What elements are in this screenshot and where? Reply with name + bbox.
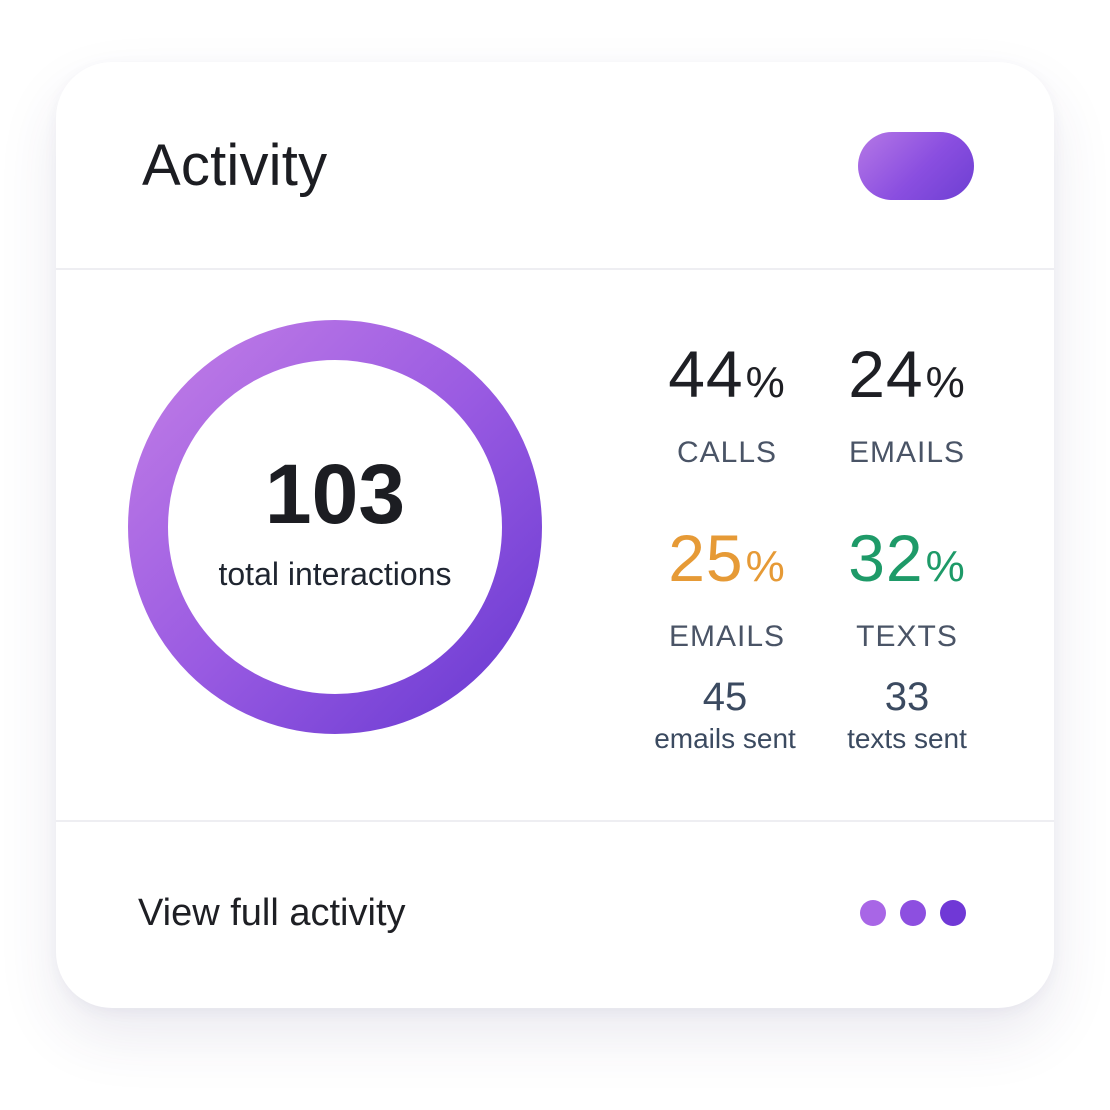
toggle-pill-button[interactable] [858,132,974,200]
header-divider [56,268,1054,270]
activity-card: Activity 103 total interactions 44% CALL… [56,62,1054,1008]
stat-emails-value: 24 [848,337,924,411]
stat-calls-label: CALLS [676,436,778,469]
total-interactions-ring: 103 total interactions [128,320,542,734]
card-title: Activity [142,133,328,198]
view-full-activity-link[interactable]: View full activity [138,892,406,934]
percent-sign: % [745,542,786,591]
dot-2 [900,900,926,926]
stat-calls: 44% CALLS [622,336,832,471]
stat-texts-percent: 32% [802,520,1012,605]
stat-emails-secondary-label: EMAILS [668,620,786,653]
total-interactions-label: total interactions [218,556,452,592]
texts-sent-label: texts sent [847,723,967,754]
stat-emails-secondary-value: 25 [668,521,744,595]
card-header: Activity [56,62,1054,268]
stat-emails-secondary-percent: 25% [622,520,832,605]
emails-sent-count: 45 [702,675,748,719]
stat-emails-label: EMAILS [848,436,966,469]
stat-emails-percent: 24% [802,336,1012,421]
stat-emails-secondary: 25% EMAILS [622,520,832,655]
ring-graphic [128,320,542,734]
stat-texts-value: 32 [848,521,924,595]
more-dots-icon[interactable] [860,900,966,926]
stat-calls-percent: 44% [622,336,832,421]
texts-sent-count: 33 [884,675,930,719]
stat-texts-label: TEXTS [856,620,958,653]
percent-sign: % [925,542,966,591]
stat-texts: 32% TEXTS [802,520,1012,655]
emails-sent-label: emails sent [654,723,796,754]
texts-sent-detail: 33 texts sent [802,674,1012,756]
percent-sign: % [925,358,966,407]
dot-1 [860,900,886,926]
ring-track [128,320,542,734]
footer-divider [56,820,1054,822]
stat-emails: 24% EMAILS [802,336,1012,471]
emails-sent-detail: 45 emails sent [620,674,830,756]
total-interactions-value: 103 [264,447,406,541]
stat-calls-value: 44 [668,337,744,411]
dot-3 [940,900,966,926]
percent-sign: % [745,358,786,407]
